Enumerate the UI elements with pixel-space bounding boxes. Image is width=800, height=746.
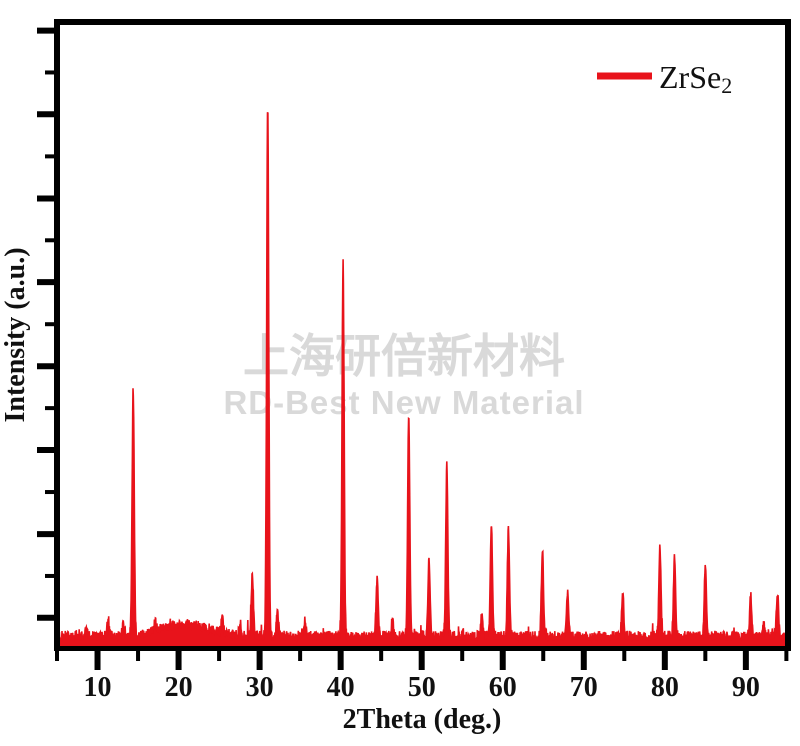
axis-ticks xyxy=(37,27,789,670)
legend-label-subscript: 2 xyxy=(721,73,732,98)
x-tick-label: 70 xyxy=(570,672,598,703)
x-tick-label: 10 xyxy=(84,672,112,703)
plot-border xyxy=(54,19,791,651)
legend-label: ZrSe2 xyxy=(659,59,732,98)
x-tick-label: 60 xyxy=(489,672,517,703)
legend: ZrSe2 xyxy=(597,59,732,98)
x-tick-label: 40 xyxy=(327,672,355,703)
y-axis-label: Intensity (a.u.) xyxy=(0,247,31,422)
x-axis-label: 2Theta (deg.) xyxy=(343,704,502,735)
watermark-english: RD-Best New Material xyxy=(223,384,584,421)
xrd-curve xyxy=(60,111,785,646)
x-tick-label: 50 xyxy=(408,672,436,703)
x-tick-label: 20 xyxy=(165,672,193,703)
x-tick-label: 30 xyxy=(246,672,274,703)
x-tick-labels: 10 20 30 40 50 60 70 80 90 xyxy=(84,672,760,703)
watermark-chinese: 上海研倍新材料 xyxy=(243,330,565,382)
x-tick-label: 80 xyxy=(651,672,679,703)
legend-label-main: ZrSe xyxy=(659,59,721,95)
x-tick-label: 90 xyxy=(732,672,760,703)
